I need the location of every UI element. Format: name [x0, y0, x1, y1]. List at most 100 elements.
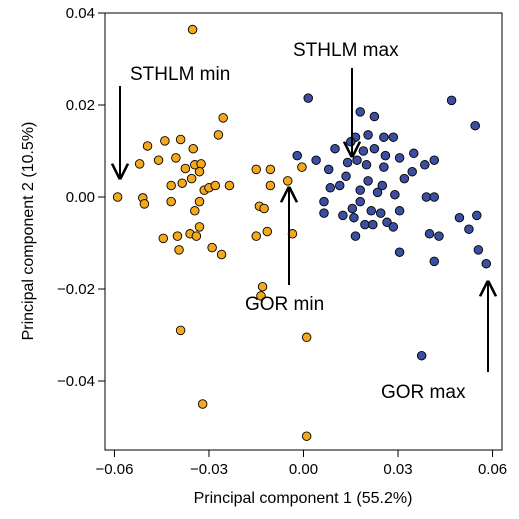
data-point-blue	[368, 219, 378, 230]
data-point-blue	[429, 155, 440, 165]
data-point-orange	[262, 226, 273, 237]
annotation-label: STHLM max	[293, 40, 399, 61]
data-point-blue	[388, 132, 399, 142]
data-point-blue	[355, 107, 365, 117]
data-point-blue	[319, 208, 329, 218]
data-point-blue	[369, 143, 380, 154]
data-point-blue	[420, 160, 430, 170]
data-point-blue	[375, 208, 386, 218]
data-point-blue	[303, 93, 313, 103]
data-point-orange	[213, 130, 224, 140]
data-point-blue	[416, 350, 427, 361]
data-point-blue	[358, 146, 369, 156]
data-point-orange	[160, 136, 170, 146]
data-point-orange	[187, 24, 198, 35]
data-point-orange	[172, 231, 183, 241]
data-point-orange	[259, 203, 269, 214]
data-point-orange	[251, 164, 261, 175]
data-point-orange	[194, 196, 205, 207]
data-point-blue	[390, 189, 400, 200]
data-point-orange	[180, 163, 191, 174]
data-point-blue	[349, 212, 359, 223]
data-point-orange	[186, 173, 197, 184]
data-point-blue	[399, 173, 410, 184]
data-point-orange	[112, 192, 123, 202]
x-tick-label: 0.00	[289, 461, 318, 478]
data-point-blue	[454, 212, 465, 223]
data-point-orange	[171, 153, 181, 163]
data-point-blue	[481, 258, 491, 269]
x-tick-label: 0.06	[478, 461, 507, 478]
data-point-orange	[166, 180, 176, 191]
data-point-blue	[409, 148, 419, 159]
data-point-blue	[311, 155, 321, 165]
data-point-orange	[210, 180, 221, 191]
data-point-orange	[134, 159, 145, 169]
y-tick-label: −0.04	[57, 373, 95, 390]
data-point-blue	[342, 157, 353, 168]
annotation-label: GOR max	[381, 382, 466, 403]
annotation-label: STHLM min	[130, 64, 230, 85]
x-axis: −0.06 −0.03 0.00 0.03 0.06	[95, 450, 507, 478]
data-point-orange	[265, 164, 276, 175]
data-point-blue	[361, 160, 372, 170]
x-tick-label: −0.03	[190, 461, 228, 478]
data-point-orange	[196, 159, 206, 169]
data-point-orange	[297, 162, 307, 172]
data-point-orange	[177, 178, 187, 188]
data-point-orange	[207, 242, 217, 253]
data-point-blue	[394, 153, 405, 163]
data-point-blue	[352, 155, 362, 165]
data-point-blue	[380, 150, 391, 161]
data-point-orange	[153, 155, 164, 165]
data-point-orange	[190, 206, 200, 216]
data-point-blue	[338, 210, 348, 221]
data-point-blue	[325, 183, 336, 193]
x-tick-label: 0.03	[383, 461, 412, 478]
data-point-orange	[265, 180, 276, 191]
data-point-orange	[216, 249, 227, 260]
data-point-orange	[175, 325, 186, 336]
data-point-blue	[330, 143, 340, 154]
x-tick-label: −0.06	[95, 461, 133, 478]
data-point-blue	[394, 247, 405, 257]
data-point-orange	[197, 399, 208, 409]
data-point-orange	[142, 141, 153, 151]
data-point-blue	[341, 171, 351, 182]
y-axis-title: Principal component 2 (10.5%)	[20, 122, 37, 341]
data-point-orange	[175, 134, 186, 145]
data-point-blue	[429, 256, 440, 267]
data-point-blue	[363, 130, 373, 140]
data-point-orange	[257, 281, 268, 292]
y-tick-label: 0.00	[66, 189, 95, 206]
data-point-blue	[334, 180, 345, 191]
data-point-blue	[350, 231, 361, 241]
data-point-blue	[347, 203, 358, 214]
data-point-blue	[421, 192, 432, 202]
data-point-blue	[372, 187, 383, 198]
data-point-blue	[377, 180, 388, 191]
data-point-blue	[366, 206, 376, 216]
data-point-blue	[319, 196, 329, 207]
data-point-orange	[158, 233, 169, 244]
data-point-orange	[139, 199, 150, 209]
data-point-orange	[301, 431, 312, 441]
y-axis: 0.04 0.02 0.00 −0.02 −0.04	[57, 5, 105, 390]
data-points	[112, 24, 491, 441]
data-point-blue	[473, 245, 484, 255]
annotation-label: GOR min	[245, 294, 324, 315]
data-point-blue	[388, 222, 399, 232]
data-point-blue	[360, 219, 370, 230]
data-point-blue	[292, 150, 302, 161]
data-point-blue	[363, 176, 373, 186]
y-tick-label: 0.04	[66, 5, 95, 22]
data-point-blue	[470, 120, 480, 131]
data-point-orange	[282, 176, 293, 186]
x-axis-title: Principal component 1 (55.2%)	[194, 490, 413, 507]
data-point-blue	[394, 206, 405, 216]
data-point-orange	[191, 231, 202, 241]
annotations: STHLM min STHLM max GOR min GOR max	[120, 40, 488, 403]
data-point-orange	[188, 143, 198, 154]
data-point-orange	[256, 291, 266, 301]
